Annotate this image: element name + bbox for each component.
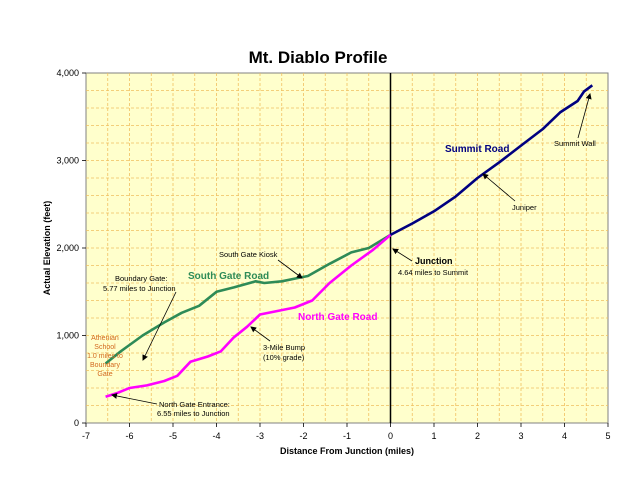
x-tick-label: -3 — [256, 431, 264, 441]
summit-road-label: Summit Road — [445, 144, 509, 155]
south-gate-kiosk-annotation: South Gate Kiosk — [219, 250, 278, 259]
three-mile-bump-annotation-2: (10% grade) — [263, 353, 305, 362]
x-tick-label: -1 — [343, 431, 351, 441]
y-tick-label: 3,000 — [56, 156, 79, 166]
three-mile-bump-arrow — [250, 326, 271, 342]
south-gate-road-label: South Gate Road — [188, 271, 269, 282]
y-axis-label: Actual Elevation (feet) — [42, 201, 52, 296]
y-axis-ticks: 0 1,000 2,000 3,000 4,000 — [56, 68, 86, 428]
athenian-school-annotation: Athenian School 1.0 miles to Boundary Ga… — [87, 335, 123, 378]
north-gate-entrance-annotation-1: North Gate Entrance: — [159, 400, 230, 409]
x-axis-ticks: -7 -6 -5 -4 -3 -2 -1 0 1 2 3 4 5 — [82, 423, 611, 441]
x-tick-label: 3 — [518, 431, 523, 441]
x-tick-label: -5 — [169, 431, 177, 441]
south-gate-road-line — [104, 233, 392, 365]
y-tick-label: 2,000 — [56, 243, 79, 253]
athenian-annotation-3: 1.0 miles to — [87, 353, 123, 360]
x-tick-label: -7 — [82, 431, 90, 441]
athenian-annotation-4: Boundary — [90, 362, 120, 369]
x-tick-label: -2 — [299, 431, 307, 441]
junction-annotation-title: Junction — [415, 256, 453, 266]
x-tick-label: -4 — [212, 431, 220, 441]
y-tick-label: 1,000 — [56, 331, 79, 341]
athenian-annotation-5: Gate — [97, 371, 112, 378]
boundary-gate-arrow — [142, 291, 177, 361]
chart-title: Mt. Diablo Profile — [249, 48, 388, 67]
y-tick-label: 4,000 — [56, 68, 79, 78]
x-axis-label: Distance From Junction (miles) — [280, 446, 414, 456]
south-gate-kiosk-arrow — [277, 259, 303, 279]
x-tick-label: 5 — [605, 431, 610, 441]
junction-arrow — [392, 248, 413, 262]
north-gate-road-label: North Gate Road — [298, 312, 377, 323]
summit-wall-arrow — [577, 93, 592, 139]
three-mile-bump-annotation-1: 3-Mile Bump — [263, 343, 305, 352]
summit-wall-annotation: Summit Wall — [554, 139, 596, 148]
athenian-annotation-2: School — [94, 344, 116, 351]
x-tick-label: 1 — [431, 431, 436, 441]
summit-road-line — [389, 84, 594, 237]
boundary-gate-annotation-1: Boundary Gate: — [115, 274, 168, 283]
north-gate-entrance-annotation-2: 6.55 miles to Junction — [157, 409, 230, 418]
north-gate-entrance-arrow — [111, 393, 158, 405]
x-tick-label: 4 — [562, 431, 567, 441]
y-tick-label: 0 — [74, 418, 79, 428]
x-tick-label: 2 — [475, 431, 480, 441]
juniper-annotation: Juniper — [512, 203, 537, 212]
junction-annotation-sub: 4.64 miles to Summit — [398, 268, 469, 277]
boundary-gate-annotation-2: 5.77 miles to Junction — [103, 284, 176, 293]
athenian-annotation-1: Athenian — [91, 335, 119, 342]
x-tick-label: -6 — [125, 431, 133, 441]
north-gate-road-line — [105, 233, 392, 399]
series-layer — [104, 84, 594, 399]
x-tick-label: 0 — [388, 431, 393, 441]
juniper-arrow — [482, 173, 516, 202]
